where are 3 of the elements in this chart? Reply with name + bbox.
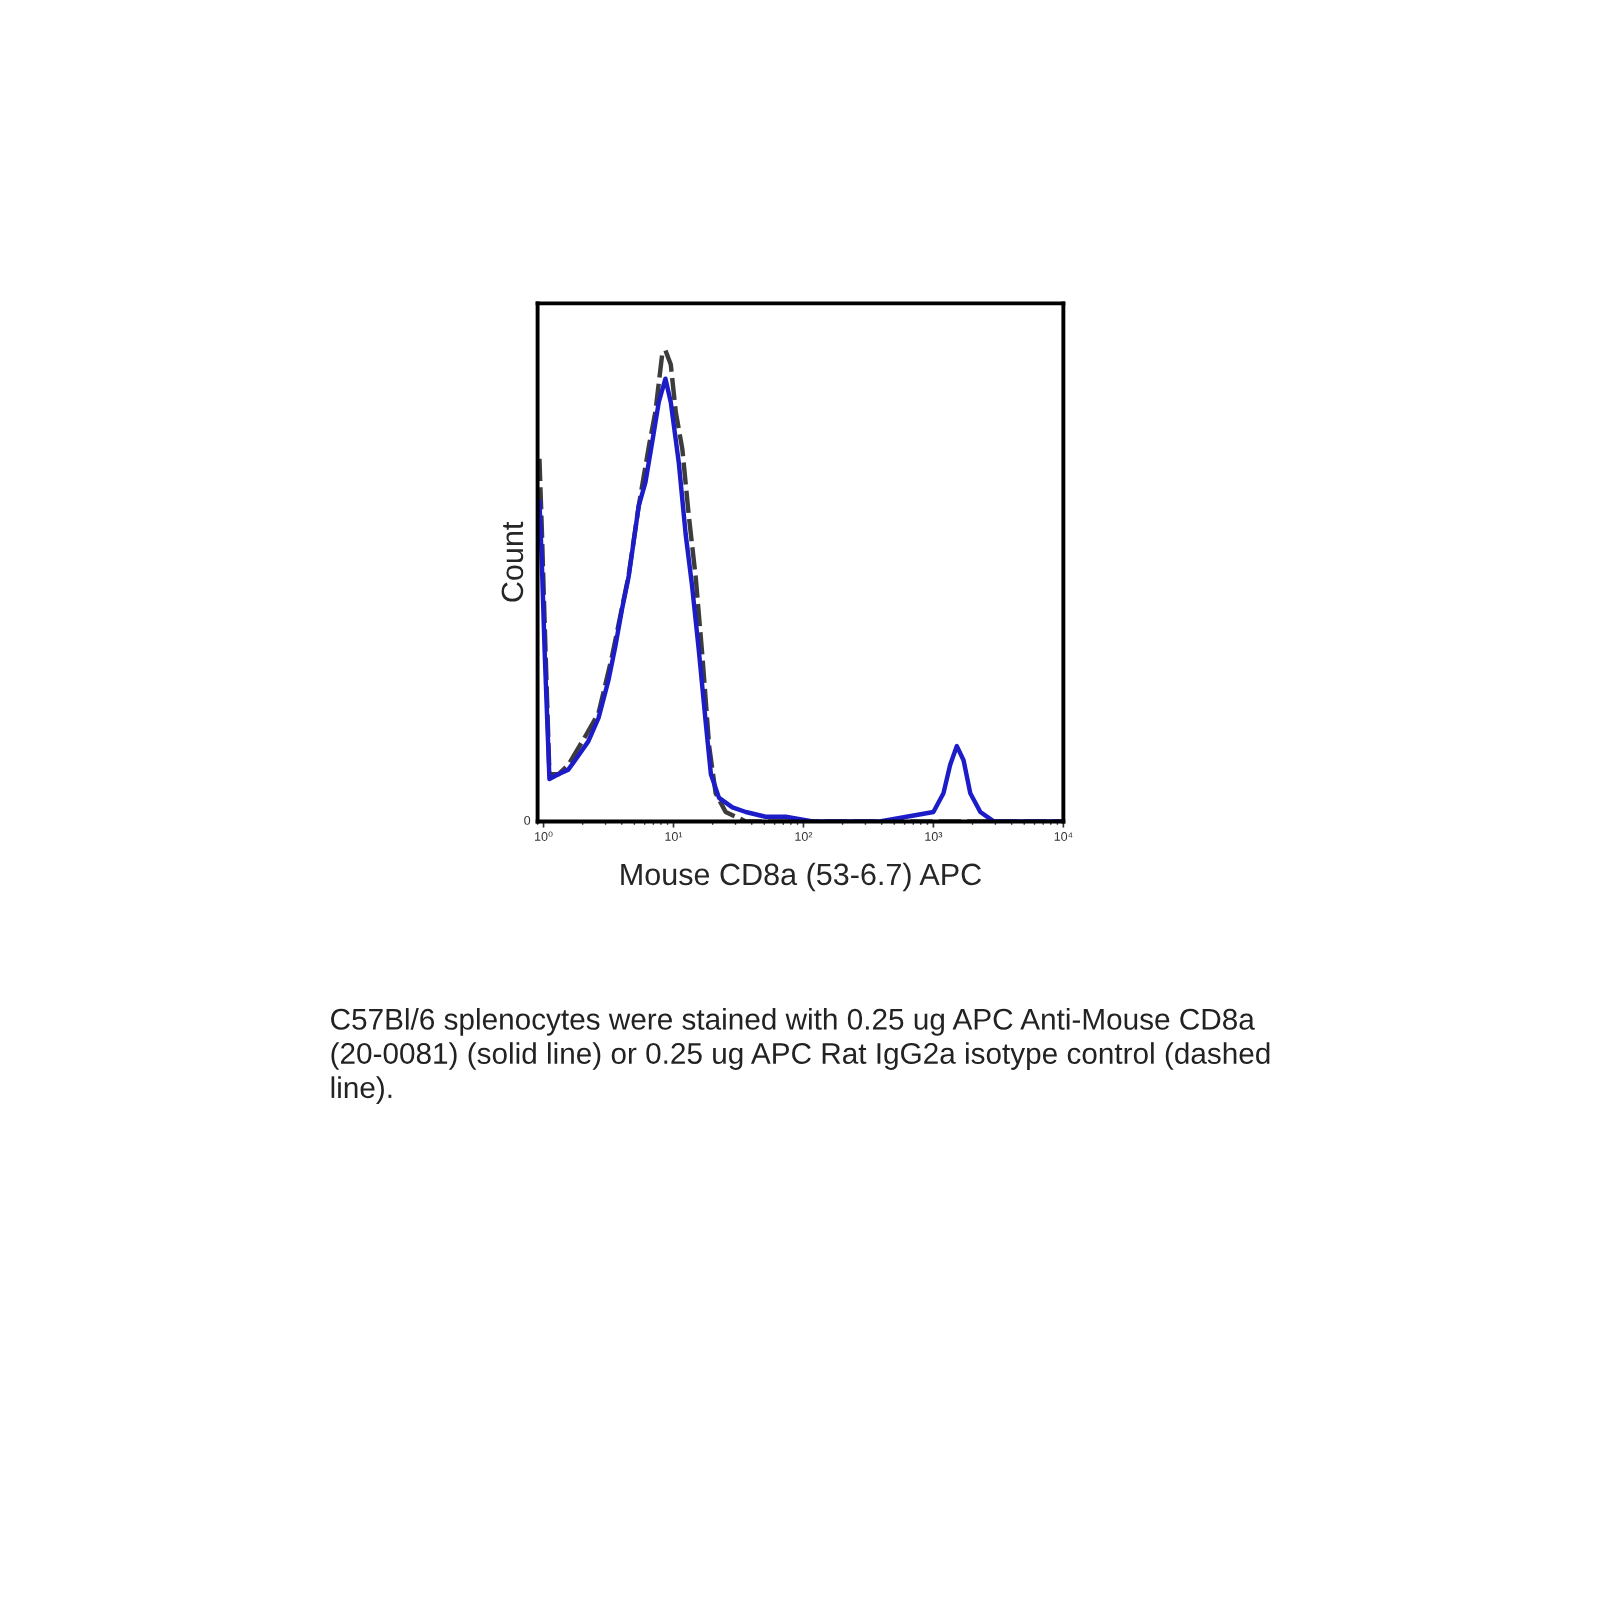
- y-axis-title: Count: [501, 521, 524, 602]
- x-axis-title: Mouse CD8a (53-6.7) APC: [621, 862, 982, 892]
- text: C57Bl/6 splenocytes were stained with 0.25 ug APC Anti-Mouse CD8a (20-0081) (solid line) or 0.25 ug APC Rat IgG2a isotype control (dashed line).: [331, 1008, 1270, 1105]
